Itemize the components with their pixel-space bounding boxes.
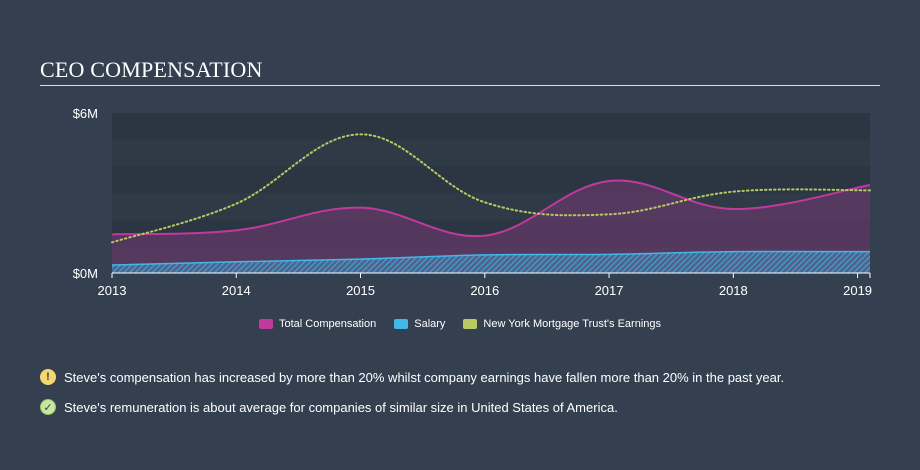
series-line-salary — [111, 250, 871, 266]
legend-item-salary[interactable]: Salary — [394, 318, 445, 330]
x-tick-label: 2013 — [98, 283, 127, 298]
legend-swatch-earnings — [463, 319, 478, 329]
y-tick-label: $0M — [73, 266, 98, 281]
plot-band — [112, 166, 870, 193]
x-tick-label: 2014 — [222, 283, 251, 298]
series-line-total-compensation — [111, 179, 871, 238]
x-tick-label: 2018 — [719, 283, 748, 298]
x-tick-label: 2015 — [346, 283, 375, 298]
x-tick-label: 2016 — [470, 283, 499, 298]
y-tick-label: $6M — [73, 106, 98, 121]
legend-swatch-total-compensation — [259, 319, 273, 329]
warning-icon: ! — [40, 369, 56, 385]
legend-label-salary: Salary — [414, 318, 446, 330]
x-tick-label: 2017 — [595, 283, 624, 298]
insight-compensation-vs-earnings: ! Steve's compensation has increased by … — [40, 369, 784, 385]
section-title: CEO COMPENSATION — [40, 57, 263, 82]
legend-label-earnings: New York Mortgage Trust's Earnings — [483, 318, 661, 330]
series-area-salary — [112, 251, 870, 273]
legend-label-total-compensation: Total Compensation — [279, 318, 377, 330]
insight-remuneration-average: ✓ Steve's remuneration is about average … — [40, 399, 618, 415]
legend-item-earnings[interactable]: New York Mortgage Trust's Earnings — [463, 318, 661, 330]
insight-text: Steve's compensation has increased by mo… — [64, 369, 785, 385]
plot-band — [112, 113, 870, 140]
title-divider — [40, 85, 880, 86]
chart-legend: Total Compensation Salary New York Mortg… — [0, 318, 920, 330]
x-tick-label: 2019 — [843, 283, 872, 298]
legend-item-total-compensation[interactable]: Total Compensation — [259, 318, 376, 330]
plot-band — [112, 219, 870, 247]
compensation-chart: 2013 2014 2015 2016 2017 2018 2019 $0M $6M — [73, 106, 872, 298]
insight-text: Steve's remuneration is about average fo… — [64, 399, 618, 415]
series-area-total-compensation — [112, 180, 870, 273]
check-icon: ✓ — [40, 399, 56, 415]
series-line-earnings — [111, 133, 871, 244]
legend-swatch-salary — [394, 319, 409, 329]
